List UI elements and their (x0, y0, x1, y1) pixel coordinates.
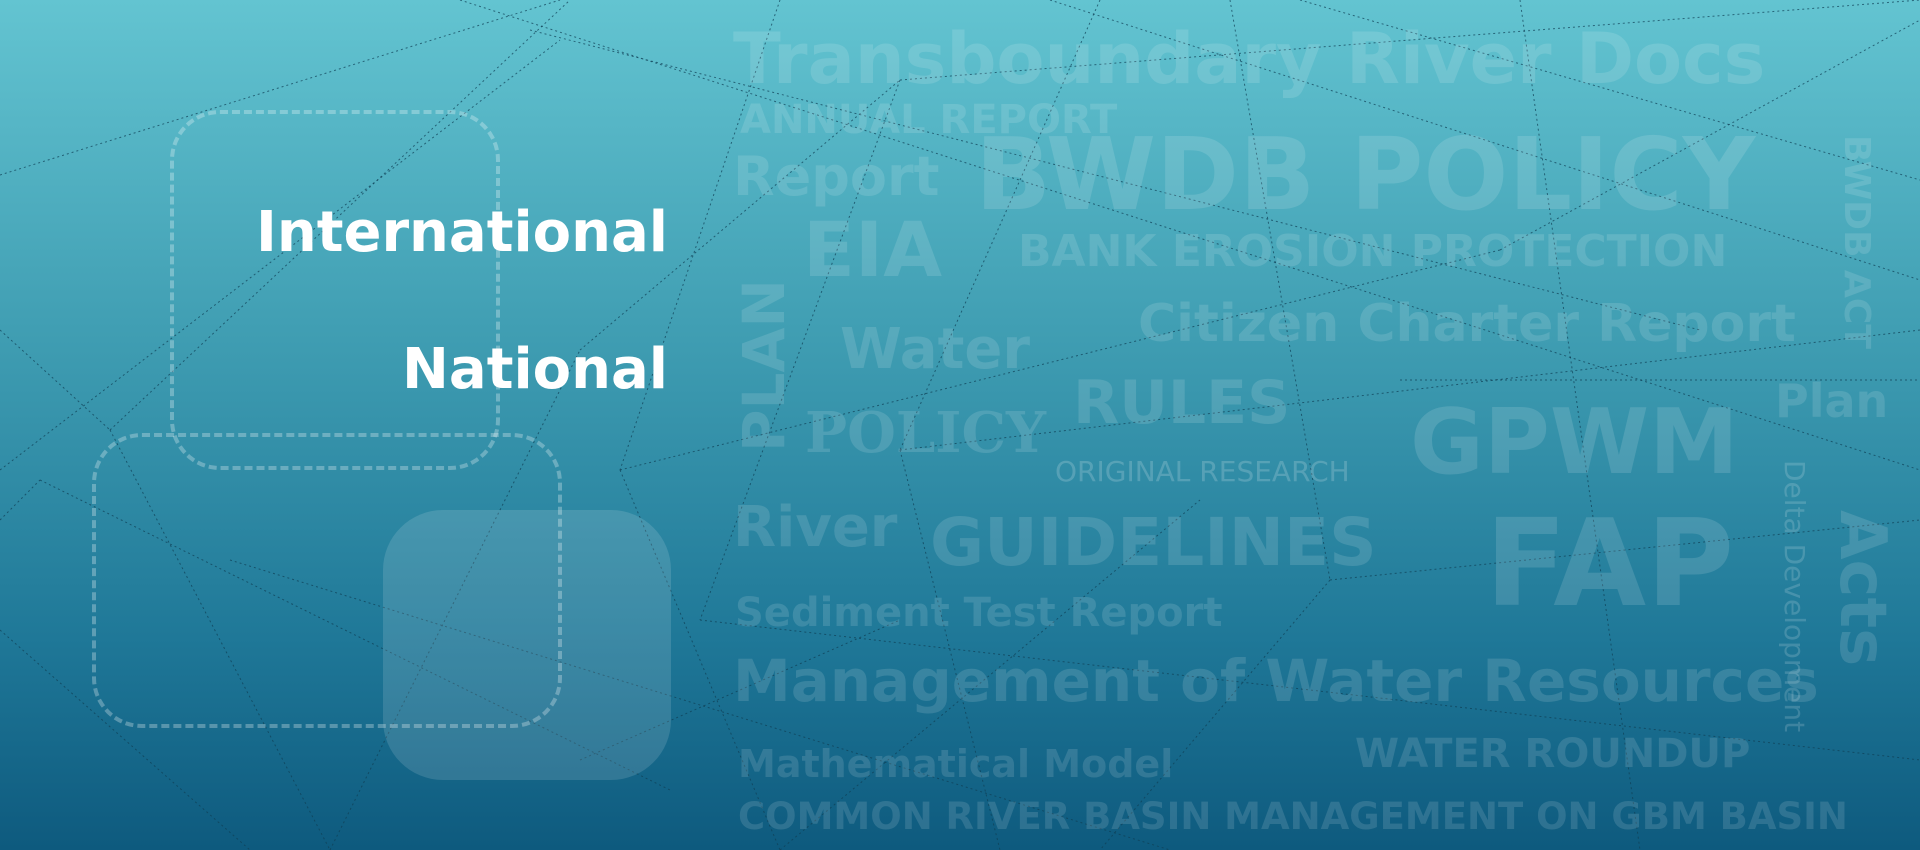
word-sediment-test-report: Sediment Test Report (735, 590, 1223, 636)
word-guidelines: GUIDELINES (930, 504, 1377, 581)
word-annual-report: ANNUAL REPORT (740, 97, 1118, 143)
word-citizen-charter-report: Citizen Charter Report (1138, 294, 1796, 354)
word-water-roundup: WATER ROUNDUP (1355, 731, 1751, 777)
word-rules: RULES (1073, 368, 1291, 438)
word-gpwm: GPWM (1410, 390, 1739, 495)
dashed-frame-bottom (92, 433, 562, 728)
decorative-rounded-square (383, 510, 671, 780)
word-bwdb-policy: BWDB POLICY (975, 116, 1756, 233)
international-link[interactable]: International (255, 200, 668, 265)
word-management-of-water-resources: Management of Water Resources (733, 647, 1819, 715)
word-bwdb-act-vertical: BWDB ACT (1836, 135, 1877, 349)
word-acts-vertical: Acts (1825, 510, 1899, 667)
word-eia: EIA (803, 205, 943, 294)
word-plan-small: Plan (1775, 374, 1889, 428)
word-mathematical-model: Mathematical Model (738, 742, 1174, 786)
word-water: Water (840, 317, 1030, 382)
national-link[interactable]: National (402, 337, 668, 402)
dashed-frame-top (170, 110, 500, 470)
word-river: River (733, 495, 898, 560)
word-plan-vertical: PLAN (730, 279, 798, 452)
word-delta-development-vertical: Delta Development (1778, 460, 1811, 733)
word-policy-serif: POLICY (805, 400, 1047, 466)
word-original-research: ORIGINAL RESEARCH (1055, 455, 1350, 488)
word-report: Report (733, 145, 940, 208)
word-common-river-basin-management: COMMON RIVER BASIN MANAGEMENT ON GBM BAS… (738, 795, 1848, 838)
word-fap: FAP (1485, 495, 1735, 634)
word-transboundary-river-docs: Transboundary River Docs (733, 18, 1766, 100)
word-bank-erosion-protection: BANK EROSION PROTECTION (1018, 226, 1728, 277)
